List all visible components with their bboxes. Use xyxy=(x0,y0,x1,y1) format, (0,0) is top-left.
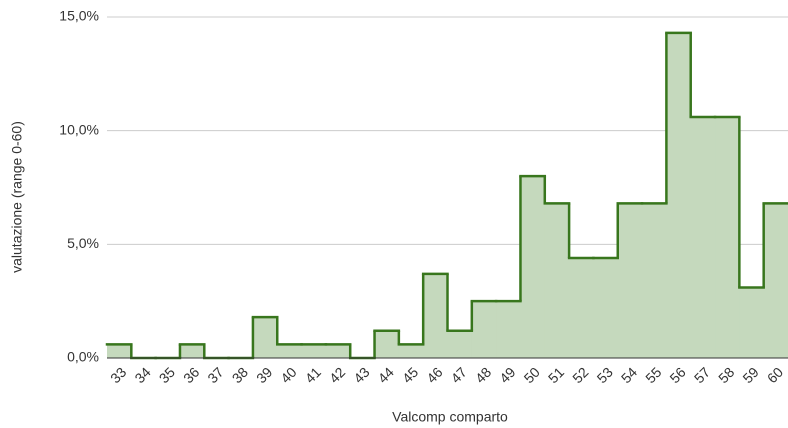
x-tick-label: 52 xyxy=(569,364,591,386)
x-tick-label: 49 xyxy=(496,364,518,386)
area-step xyxy=(374,330,400,358)
x-axis-title: Valcomp comparto xyxy=(392,409,508,425)
x-tick-label: 56 xyxy=(666,364,688,386)
area-step xyxy=(496,301,521,358)
area-step xyxy=(301,344,327,358)
area-step xyxy=(179,344,205,358)
x-tick-label: 41 xyxy=(302,364,324,386)
y-axis-title: valutazione (range 0-60) xyxy=(9,121,25,273)
area-step xyxy=(398,344,424,358)
x-tick-label: 37 xyxy=(204,364,226,386)
x-tick-label: 44 xyxy=(375,364,397,386)
x-tick-label: 58 xyxy=(715,364,737,386)
area-step xyxy=(544,203,570,358)
area-step xyxy=(325,344,351,358)
x-tick-label: 47 xyxy=(448,364,470,386)
area-step xyxy=(739,287,765,358)
x-tick-label: 39 xyxy=(253,364,275,386)
x-tick-label: 38 xyxy=(229,364,251,386)
area-step xyxy=(593,257,619,358)
area-step xyxy=(666,32,692,359)
x-tick-label: 50 xyxy=(521,364,543,386)
x-tick-label: 45 xyxy=(399,364,421,386)
area-step xyxy=(471,301,497,358)
area-step xyxy=(252,317,278,358)
area-step xyxy=(423,273,448,358)
x-tick-label: 35 xyxy=(156,364,178,386)
area-step xyxy=(520,176,546,358)
x-tick-label: 33 xyxy=(107,364,129,386)
area-step xyxy=(277,344,303,358)
x-tick-label: 40 xyxy=(277,364,299,386)
x-tick-label: 46 xyxy=(423,364,445,386)
x-tick-label: 36 xyxy=(180,364,202,386)
area-step xyxy=(617,203,643,358)
x-tick-label: 55 xyxy=(642,364,664,386)
x-tick-label: 57 xyxy=(691,364,713,386)
x-tick-label: 53 xyxy=(594,364,616,386)
x-tick-label: 51 xyxy=(545,364,567,386)
x-tick-label: 34 xyxy=(131,364,153,386)
y-tick-label: 15,0% xyxy=(59,8,99,24)
area-step xyxy=(642,203,667,358)
area-step xyxy=(763,203,788,358)
x-tick-label: 42 xyxy=(326,364,348,386)
area-step xyxy=(690,117,716,358)
area-step xyxy=(569,257,594,358)
y-tick-label: 0,0% xyxy=(67,349,99,365)
y-tick-label: 5,0% xyxy=(67,235,99,251)
area-step xyxy=(107,344,132,358)
x-tick-label: 59 xyxy=(739,364,761,386)
area-step xyxy=(447,330,473,358)
x-tick-label: 60 xyxy=(764,364,786,386)
x-tick-label: 43 xyxy=(350,364,372,386)
x-tick-label: 54 xyxy=(618,364,640,386)
area-step xyxy=(715,117,740,358)
x-tick-label: 48 xyxy=(472,364,494,386)
y-tick-label: 10,0% xyxy=(59,121,99,137)
